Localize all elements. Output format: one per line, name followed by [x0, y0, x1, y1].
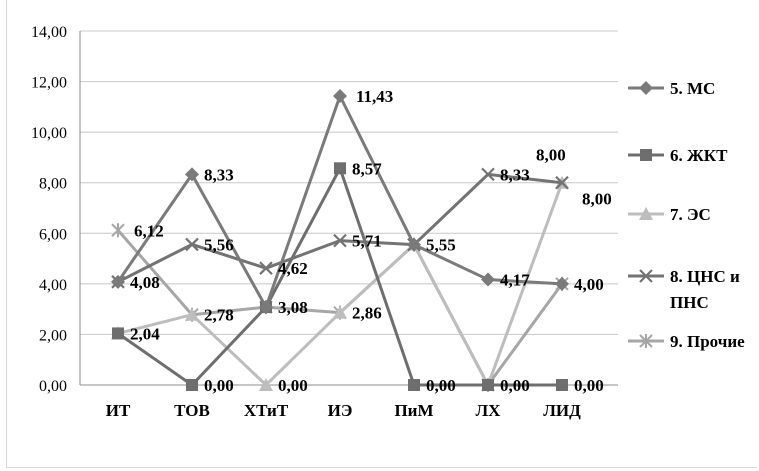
data-label: 2,78 — [204, 306, 234, 325]
data-label: 8,00 — [536, 146, 566, 165]
y-tick-label: 6,00 — [39, 226, 67, 243]
legend-marker — [639, 334, 653, 348]
chart-frame — [6, 0, 757, 468]
y-tick-label: 2,00 — [39, 327, 67, 344]
legend-label: 5. МС — [670, 79, 715, 98]
y-axis-tick-labels: 0,00 2,00 4,00 6,00 8,00 10,00 12,00 14,00 — [31, 24, 67, 395]
data-labels: 4,08 8,33 3,08 11,43 5,55 4,17 4,00 2,04 0,00 8,5… — [130, 87, 612, 395]
data-label: 5,71 — [352, 232, 382, 251]
data-point — [259, 300, 273, 315]
data-point — [333, 88, 347, 103]
data-label: 0,00 — [426, 376, 456, 395]
y-tick-label: 4,00 — [39, 277, 67, 294]
series-line — [116, 94, 563, 309]
data-label: 0,00 — [204, 376, 234, 395]
data-label: 0,00 — [574, 376, 604, 395]
x-tick-label: ИЭ — [328, 401, 353, 420]
legend-item: 9. Прочие — [628, 332, 745, 351]
data-point — [481, 167, 495, 182]
data-point — [334, 162, 346, 175]
data-point — [407, 237, 421, 252]
x-tick-label: ЛХ — [476, 401, 502, 420]
legend-label-cont: ПНС — [670, 293, 709, 312]
axes — [79, 31, 618, 386]
legend-label: 9. Прочие — [670, 332, 745, 351]
data-label: 8,33 — [500, 165, 530, 184]
series-line — [117, 166, 562, 387]
legend-marker — [639, 207, 653, 220]
data-label: 3,08 — [278, 298, 308, 317]
data-label: 6,12 — [134, 221, 164, 240]
gridlines — [80, 30, 618, 335]
data-point — [259, 261, 273, 275]
data-point — [408, 379, 420, 391]
data-point — [482, 379, 494, 391]
data-point — [111, 223, 125, 238]
x-axis-tick-labels: ИТ ТОВ ХТиТ ИЭ ПиМ ЛХ ЛИД — [106, 401, 581, 420]
y-tick-label: 10,00 — [31, 125, 67, 142]
x-tick-label: ИТ — [106, 401, 131, 420]
data-label: 8,00 — [582, 190, 612, 209]
legend-label: 8. ЦНС и — [670, 267, 740, 286]
legend: 5. МС 6. ЖКТ 7. ЭС 8. ЦНС и ПНС 9. Прочие — [628, 79, 745, 351]
data-label: 8,33 — [204, 165, 234, 184]
data-label: 4,17 — [500, 271, 530, 290]
data-point — [111, 274, 125, 289]
legend-item: 6. ЖКТ — [628, 146, 728, 165]
data-label: 4,08 — [130, 273, 160, 292]
data-label: 0,00 — [500, 376, 530, 395]
legend-marker — [639, 81, 653, 95]
data-point — [556, 379, 568, 391]
series-line — [117, 172, 563, 284]
data-point — [185, 167, 199, 182]
data-label: 5,55 — [426, 236, 456, 255]
data-label: 5,56 — [204, 235, 234, 254]
data-point — [555, 276, 569, 291]
y-tick-label: 0,00 — [39, 378, 67, 395]
x-tick-label: ПиМ — [394, 401, 433, 420]
data-point — [555, 175, 569, 190]
legend-label: 6. ЖКТ — [670, 146, 728, 165]
x-tick-label: ХТиТ — [244, 401, 289, 420]
data-point — [259, 378, 273, 391]
legend-label: 7. ЭС — [670, 205, 711, 224]
data-label: 2,86 — [352, 304, 382, 323]
legend-item: 7. ЭС — [628, 205, 711, 224]
data-series — [111, 88, 569, 392]
data-point — [112, 327, 124, 340]
data-label: 8,57 — [352, 159, 382, 178]
legend-marker — [640, 149, 652, 161]
data-label: 4,00 — [574, 275, 604, 294]
data-label: 0,00 — [278, 376, 308, 395]
legend-item: 8. ЦНС и ПНС — [628, 267, 740, 312]
y-tick-label: 14,00 — [31, 24, 67, 41]
data-point — [186, 379, 198, 391]
legend-marker — [639, 269, 653, 283]
data-point — [333, 305, 347, 319]
data-label: 4,62 — [278, 259, 308, 278]
data-label: 11,43 — [356, 87, 393, 106]
data-point — [185, 237, 199, 252]
data-point — [185, 307, 199, 321]
y-tick-label: 8,00 — [39, 176, 67, 193]
data-point — [481, 272, 495, 287]
data-label: 2,04 — [130, 324, 160, 343]
data-point — [333, 233, 347, 248]
legend-item: 5. МС — [628, 79, 715, 98]
x-tick-label: ЛИД — [543, 401, 581, 420]
series-1 — [111, 88, 569, 315]
x-tick-label: ТОВ — [174, 401, 210, 420]
y-tick-label: 12,00 — [31, 75, 67, 92]
